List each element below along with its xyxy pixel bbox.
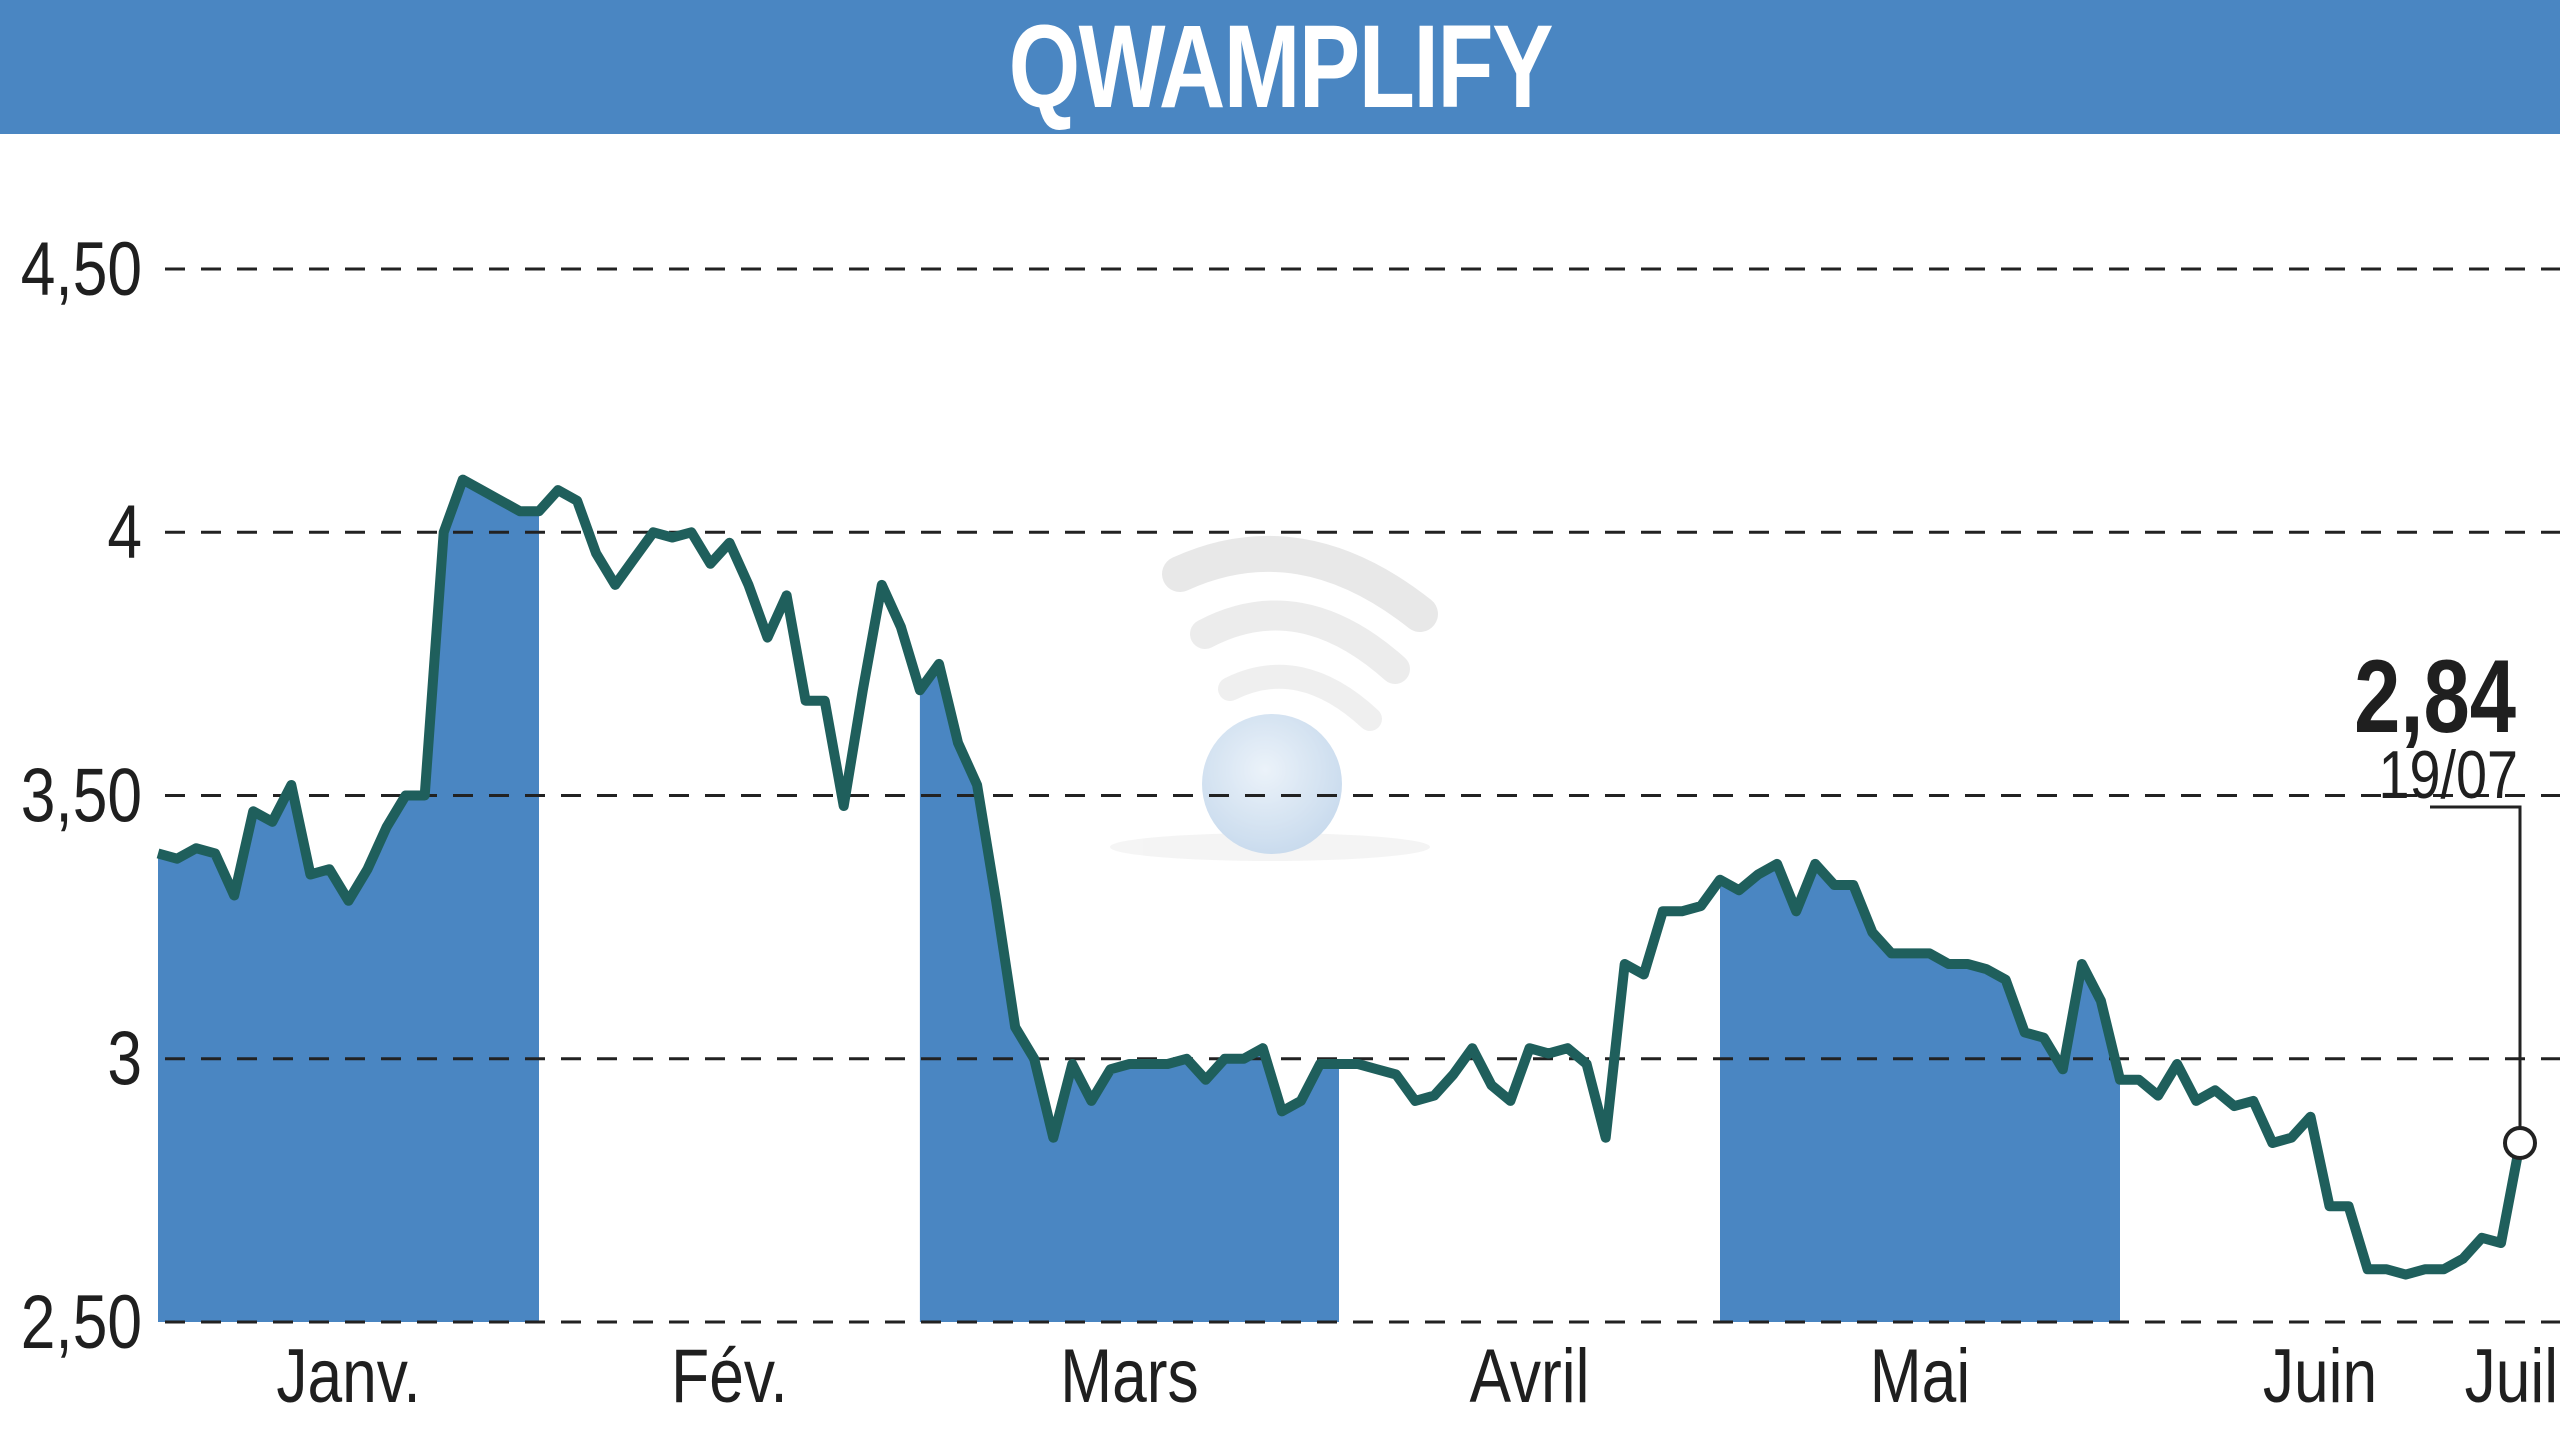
y-tick-label: 3,50 xyxy=(21,753,142,838)
x-tick-label: Mai xyxy=(1870,1333,1970,1418)
watermark-logo-icon xyxy=(1110,535,1438,861)
x-tick-label: Fév. xyxy=(671,1333,788,1418)
area-mars xyxy=(919,663,1339,1322)
price-chart: 4,50 4 3,50 3 2,50 Janv. Fév. Mars Avril Mai Juin… xyxy=(21,226,2560,1418)
x-axis-labels: Janv. Fév. Mars Avril Mai Juin Juil. xyxy=(276,1333,2560,1418)
chart-header: QWAMPLIFY xyxy=(0,0,2560,134)
price-line xyxy=(156,474,2525,1280)
shaded-month-areas xyxy=(158,479,2120,1323)
last-value-date: 19/07 xyxy=(2378,738,2518,813)
x-tick-label: Mars xyxy=(1060,1333,1198,1418)
y-tick-label: 2,50 xyxy=(21,1279,142,1364)
area-mai xyxy=(1720,863,2120,1322)
y-tick-label: 4 xyxy=(107,489,142,574)
x-tick-label: Janv. xyxy=(276,1333,420,1418)
chart-title: QWAMPLIFY xyxy=(1008,1,1553,133)
last-value-marker xyxy=(2503,1125,2537,1160)
grid-lines xyxy=(165,267,2560,1324)
x-tick-label: Avril xyxy=(1469,1333,1589,1418)
x-tick-label: Juil. xyxy=(2465,1333,2560,1418)
x-tick-label: Juin xyxy=(2263,1333,2377,1418)
y-axis-labels: 4,50 4 3,50 3 2,50 xyxy=(21,226,142,1364)
last-value-label: 2,84 xyxy=(2354,638,2516,754)
y-tick-label: 3 xyxy=(107,1016,142,1101)
y-tick-label: 4,50 xyxy=(21,226,142,311)
annotation-leader-line xyxy=(2430,805,2522,1127)
